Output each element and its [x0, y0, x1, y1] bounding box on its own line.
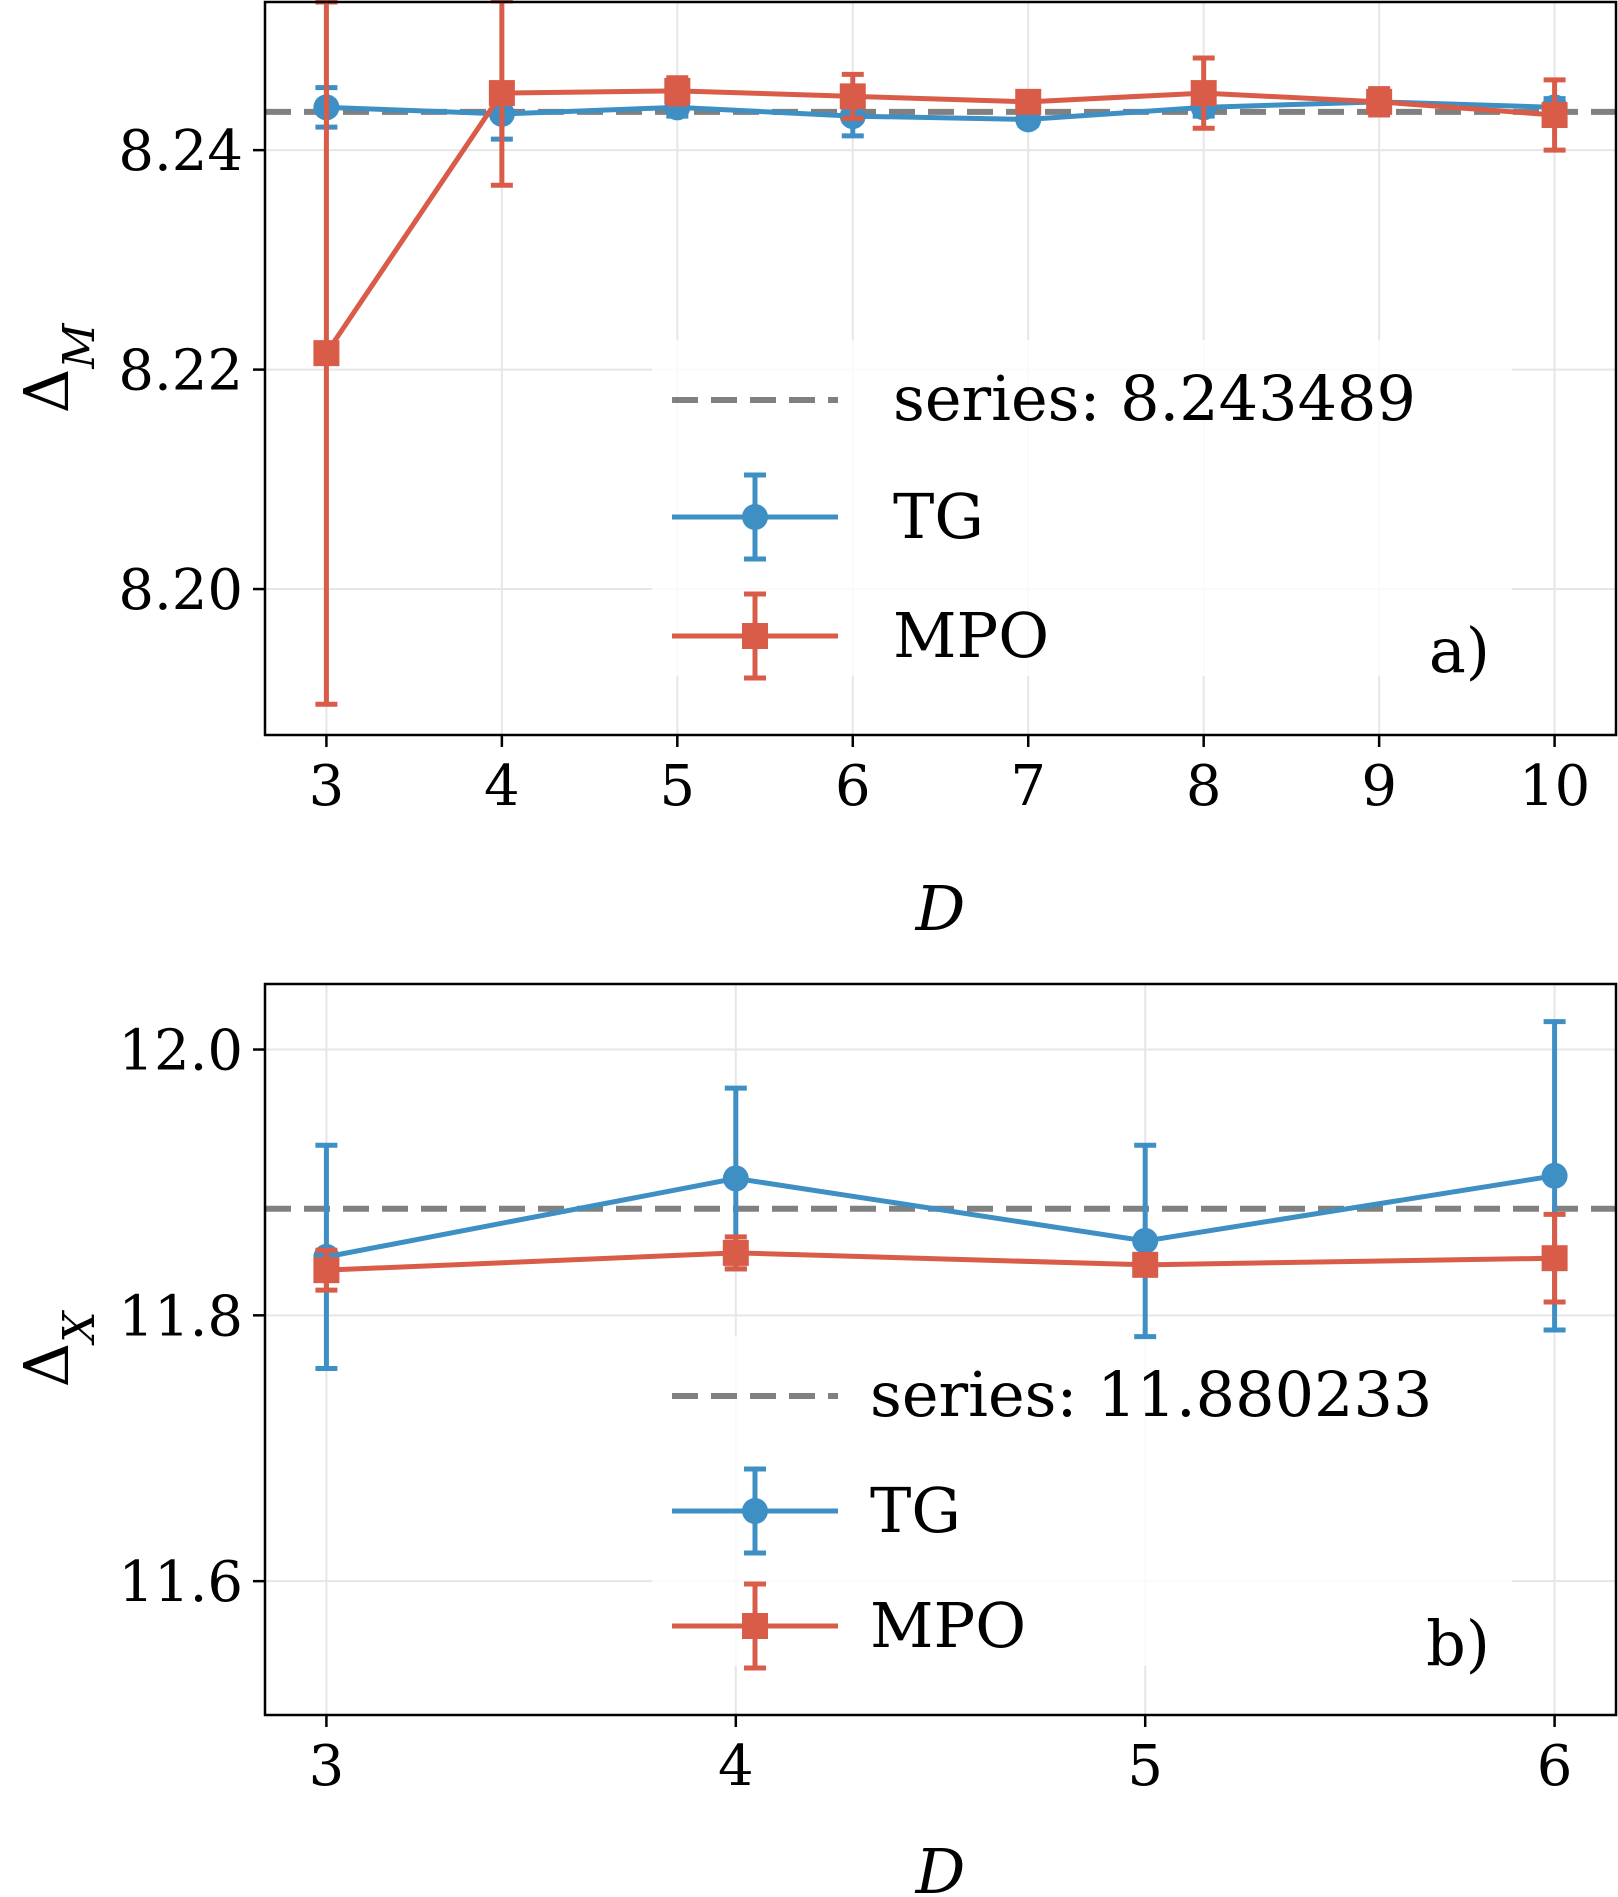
- y-tick-label: 11.8: [118, 1284, 243, 1349]
- y-axis-label-main: Δ: [10, 369, 83, 414]
- data-point: [1190, 80, 1217, 107]
- legend-reference-label: series: 8.243489: [893, 362, 1416, 435]
- legend-swatch-mpo: [672, 1581, 838, 1671]
- legend-swatch-mpo: [672, 591, 838, 681]
- y-tick-label: 12.0: [118, 1019, 243, 1084]
- series-mpo: [313, 0, 1568, 707]
- data-point: [722, 1165, 749, 1192]
- data-point: [722, 1239, 749, 1266]
- series-mpo: [313, 1211, 1568, 1305]
- y-axis-label-subscript: M: [54, 323, 105, 370]
- x-tick-label: 3: [309, 1734, 345, 1799]
- legend-reference-label: series: 11.880233: [870, 1358, 1432, 1431]
- data-point: [1132, 1227, 1159, 1254]
- x-tick-label: 10: [1519, 754, 1590, 819]
- x-tick-label: 8: [1186, 754, 1222, 819]
- data-point: [664, 77, 691, 104]
- panel-label: b): [1426, 1607, 1490, 1680]
- y-tick-label: 8.20: [118, 558, 243, 623]
- y-tick-label: 8.24: [118, 119, 243, 184]
- x-tick-label: 4: [718, 1734, 754, 1799]
- data-point: [1541, 1162, 1568, 1189]
- series-line: [325, 1173, 1555, 1260]
- data-point: [839, 83, 866, 110]
- y-axis-label-subscript: X: [54, 1310, 105, 1346]
- panel-b: series: 11.880233 TG MPO 3 4 5 6 11.6 11.8 12.0 D Δ…: [10, 982, 1618, 1897]
- y-axis-label: ΔM: [10, 323, 105, 414]
- panel-label: a): [1429, 614, 1490, 687]
- legend-label-tg: TG: [893, 480, 984, 553]
- data-point: [313, 1257, 340, 1284]
- legend-label-mpo: MPO: [870, 1589, 1026, 1662]
- legend-label-tg: TG: [870, 1474, 961, 1547]
- data-point: [488, 80, 515, 107]
- legend-swatch-tg: [672, 472, 838, 562]
- y-axis-label-main: Δ: [10, 1343, 83, 1388]
- data-point: [1132, 1251, 1159, 1278]
- x-tick-label: 7: [1010, 754, 1046, 819]
- legend: series: 8.243489 TG MPO: [652, 340, 1512, 681]
- x-axis-label: D: [915, 872, 966, 945]
- data-point: [313, 340, 340, 367]
- data-point: [1541, 1245, 1568, 1272]
- x-tick-label: 5: [659, 754, 695, 819]
- x-tick-label: 3: [309, 754, 345, 819]
- plot-frame: [263, 982, 1618, 1717]
- legend-swatch-tg: [672, 1466, 838, 1556]
- data-point: [1015, 88, 1042, 115]
- x-tick-label: 6: [835, 754, 871, 819]
- legend-background: [652, 340, 1512, 676]
- series-line: [324, 88, 1555, 355]
- x-tick-label: 6: [1537, 1734, 1573, 1799]
- x-tick-label: 4: [484, 754, 520, 819]
- y-tick-label: 8.22: [118, 339, 243, 404]
- data-point: [1541, 102, 1568, 129]
- y-axis-label: ΔX: [10, 1310, 105, 1388]
- legend-label-mpo: MPO: [893, 599, 1049, 672]
- x-tick-label: 9: [1361, 754, 1397, 819]
- legend: series: 11.880233 TG MPO: [652, 1336, 1512, 1671]
- data-point: [1366, 88, 1393, 115]
- y-tick-label: 11.6: [118, 1550, 243, 1615]
- series-line: [326, 1250, 1555, 1273]
- x-axis-label: D: [915, 1835, 966, 1897]
- series-tg: [313, 1019, 1568, 1372]
- x-tick-label: 5: [1127, 1734, 1163, 1799]
- panel-a: series: 8.243489 TG MPO 3 4 5 6 7 8 9 10 8.20 8.22 8.…: [10, 0, 1618, 945]
- legend-background: [652, 1336, 1512, 1666]
